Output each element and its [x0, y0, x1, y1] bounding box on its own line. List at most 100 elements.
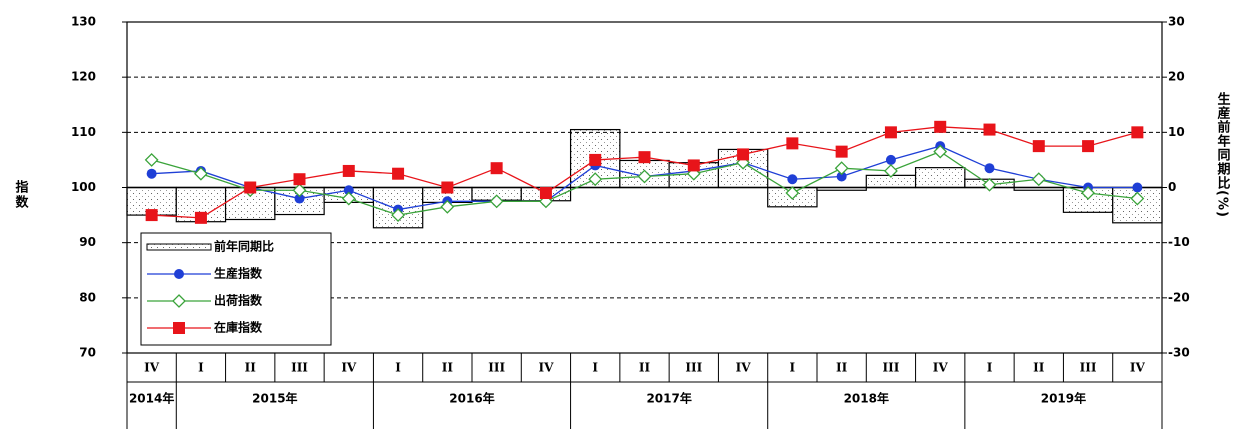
x-tick-label: III: [883, 361, 900, 375]
plot-frame: [126, 21, 1163, 354]
point: [834, 161, 849, 176]
y2-tick-label: 20: [1168, 70, 1185, 84]
point: [293, 173, 306, 186]
y-tick-label: 130: [71, 15, 96, 29]
point: [341, 191, 356, 206]
point: [441, 181, 454, 194]
year-label: 2015年: [252, 391, 297, 406]
y2-tick-label: -30: [1168, 346, 1190, 360]
point: [687, 159, 700, 172]
point: [737, 148, 750, 161]
year-label: 2019年: [1041, 391, 1086, 406]
point: [294, 193, 305, 204]
point: [194, 166, 208, 181]
x-tick-label: I: [198, 361, 204, 375]
point: [934, 120, 947, 133]
point: [490, 162, 503, 175]
point: [984, 163, 995, 174]
x-tick-label: III: [488, 361, 505, 375]
point: [982, 177, 997, 192]
x-tick-label: I: [987, 361, 993, 375]
point: [786, 137, 799, 150]
y-tick-label: 80: [79, 290, 96, 304]
x-tick-label: II: [245, 361, 257, 375]
legend-label: 前年同期比: [214, 239, 274, 254]
point: [885, 154, 896, 165]
point: [588, 172, 603, 187]
point: [194, 211, 207, 224]
point: [638, 151, 651, 164]
y2-tick-label: 30: [1168, 15, 1185, 29]
point: [1032, 140, 1045, 153]
legend-box: [140, 232, 332, 346]
point: [292, 183, 307, 198]
x-tick-label: I: [592, 361, 598, 375]
legend-marker: [173, 322, 185, 334]
y2-tick-label: 10: [1168, 125, 1185, 139]
year-label: 2014年: [129, 391, 174, 406]
point: [1031, 172, 1046, 187]
x-tick-label: IV: [933, 361, 949, 375]
y-tick-label: 90: [79, 235, 96, 249]
x-tick-label: IV: [538, 361, 554, 375]
y2-axis-label: 生産前年同期比(%): [1215, 91, 1231, 217]
point: [146, 168, 157, 179]
point: [343, 185, 354, 196]
x-tick-label: II: [1033, 361, 1045, 375]
point: [342, 164, 355, 177]
point: [637, 169, 652, 184]
year-label: 2018年: [844, 391, 889, 406]
x-tick-label: III: [291, 361, 308, 375]
point: [1130, 191, 1145, 206]
point: [1081, 186, 1095, 200]
point: [539, 187, 552, 200]
legend-marker: [172, 294, 186, 308]
x-tick-label: III: [685, 361, 702, 375]
y-tick-label: 120: [71, 70, 96, 84]
x-tick-label: IV: [144, 361, 160, 375]
point: [489, 194, 504, 209]
point: [1131, 126, 1144, 139]
point: [884, 164, 898, 178]
x-tick-label: I: [790, 361, 796, 375]
x-tick-label: III: [1080, 361, 1097, 375]
point: [391, 208, 405, 223]
point: [884, 126, 897, 139]
point: [933, 144, 948, 159]
point: [589, 153, 602, 166]
x-tick-label: IV: [341, 361, 357, 375]
x-tick-label: II: [639, 361, 651, 375]
point: [145, 209, 158, 222]
y-tick-label: 70: [79, 346, 96, 360]
year-label: 2017年: [646, 391, 691, 406]
point: [835, 145, 848, 158]
point: [785, 186, 800, 200]
x-tick-label: IV: [736, 361, 752, 375]
point: [787, 174, 798, 185]
x-tick-label: IV: [1130, 361, 1146, 375]
year-label: 2016年: [449, 391, 494, 406]
y-axis-label: 指数: [13, 179, 29, 210]
legend-marker: [174, 269, 184, 279]
legend-swatch: [146, 243, 212, 251]
point: [686, 166, 701, 181]
legend-label: 在庫指数: [214, 320, 263, 335]
point: [440, 199, 455, 214]
point: [392, 167, 405, 180]
point: [1132, 182, 1143, 193]
legend-label: 出荷指数: [214, 293, 263, 308]
x-tick-label: II: [442, 361, 454, 375]
point: [1082, 140, 1095, 153]
point: [836, 171, 847, 182]
y2-tick-label: -10: [1168, 235, 1190, 249]
y-tick-label: 110: [71, 125, 96, 139]
point: [244, 181, 257, 194]
point: [983, 123, 996, 136]
point: [144, 152, 159, 167]
y-tick-label: 100: [71, 180, 96, 194]
y2-tick-label: 0: [1168, 180, 1176, 194]
x-tick-label: II: [836, 361, 848, 375]
